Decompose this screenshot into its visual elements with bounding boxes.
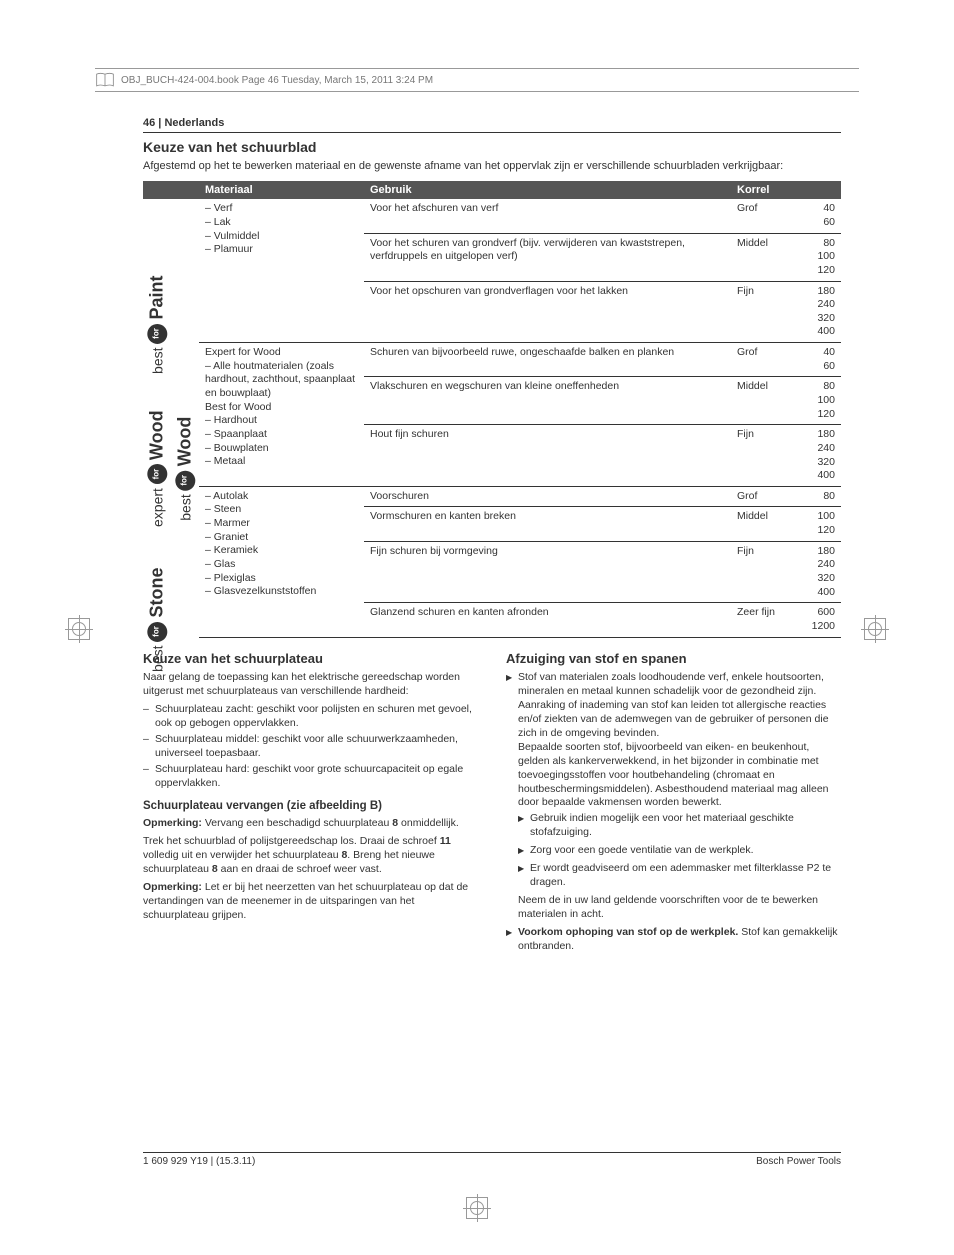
left-p3: Trek het schuurblad of polijstgereedscha… [143, 835, 478, 877]
intro-text: Afgestemd op het te bewerken materiaal e… [143, 159, 841, 173]
use-cell: Schuren van bijvoorbeeld ruwe, ongeschaa… [364, 343, 731, 377]
grit-label-cell: Grof [731, 486, 797, 507]
grit-label-cell: Zeer fijn [731, 603, 797, 637]
grit-num-cell: 180 240 320 400 [797, 281, 841, 343]
abrasive-table: Materiaal Gebruik Korrel bestforPaint– V… [143, 181, 841, 637]
right-b1: Stof van materialen zoals loodhoudende v… [518, 671, 841, 922]
grit-num-cell: 40 60 [797, 199, 841, 233]
grit-label-cell: Grof [731, 199, 797, 233]
right-b1-tail: Neem de in uw land geldende voorschrifte… [518, 894, 818, 920]
right-b2: Voorkom ophoping van stof op de werkplek… [518, 926, 841, 954]
use-cell: Voorschuren [364, 486, 731, 507]
left-p2: Opmerking: Vervang een beschadigd schuur… [143, 817, 478, 831]
vlabel-cell [171, 486, 199, 637]
th-spacer2 [171, 181, 199, 199]
right-s2: Zorg voor een goede ventilatie van de we… [530, 844, 841, 858]
grit-label-cell: Middel [731, 233, 797, 281]
left-li2: Schuurplateau middel: geschikt voor alle… [155, 733, 478, 761]
material-cell: – Verf – Lak – Vulmiddel – Plamuur [199, 199, 364, 342]
material-cell: – Autolak – Steen – Marmer – Graniet – K… [199, 486, 364, 637]
use-cell: Voor het opschuren van grondverflagen vo… [364, 281, 731, 343]
vlabel-cell: expertforWood [143, 343, 171, 487]
reg-right [864, 618, 886, 640]
page-number-header: 46 | Nederlands [143, 117, 841, 133]
grit-num-cell: 100 120 [797, 507, 841, 541]
left-h3: Keuze van het schuurplateau [143, 650, 478, 667]
vlabel-cell: bestforStone [143, 486, 171, 637]
table-row: bestforPaint– Verf – Lak – Vulmiddel – P… [143, 199, 841, 233]
left-p1: Naar gelang de toepassing kan het elektr… [143, 671, 478, 699]
page-footer: 1 609 929 Y19 | (15.3.11) Bosch Power To… [143, 1152, 841, 1167]
vlabel: bestforStone [145, 567, 168, 671]
grit-num-cell: 80 100 120 [797, 377, 841, 425]
left-h4: Schuurplateau vervangen (zie afbeelding … [143, 799, 478, 814]
table-row: bestforStone– Autolak – Steen – Marmer –… [143, 486, 841, 507]
use-cell: Vormschuren en kanten breken [364, 507, 731, 541]
use-cell: Glanzend schuren en kanten afronden [364, 603, 731, 637]
grit-num-cell: 180 240 320 400 [797, 425, 841, 487]
th-use: Gebruik [364, 181, 731, 199]
left-column: Keuze van het schuurplateau Naar gelang … [143, 650, 478, 958]
file-header-text: OBJ_BUCH-424-004.book Page 46 Tuesday, M… [121, 75, 433, 86]
use-cell: Hout fijn schuren [364, 425, 731, 487]
vlabel-cell: bestforPaint [143, 199, 171, 342]
use-cell: Voor het schuren van grondverf (bijv. ve… [364, 233, 731, 281]
use-cell: Vlakschuren en wegschuren van kleine one… [364, 377, 731, 425]
left-li3: Schuurplateau hard: geschikt voor grote … [155, 763, 478, 791]
grit-num-cell: 40 60 [797, 343, 841, 377]
th-spacer1 [143, 181, 171, 199]
footer-left: 1 609 929 Y19 | (15.3.11) [143, 1156, 255, 1167]
grit-num-cell: 80 100 120 [797, 233, 841, 281]
reg-bottom [466, 1197, 488, 1219]
right-h3: Afzuiging van stof en spanen [506, 650, 841, 667]
grit-label-cell: Middel [731, 507, 797, 541]
grit-num-cell: 80 [797, 486, 841, 507]
right-s1: Gebruik indien mogelijk een voor het mat… [530, 812, 841, 840]
footer-right: Bosch Power Tools [756, 1156, 841, 1167]
grit-label-cell: Grof [731, 343, 797, 377]
grit-num-cell: 180 240 320 400 [797, 541, 841, 603]
right-column: Afzuiging van stof en spanen Stof van ma… [506, 650, 841, 958]
use-cell: Voor het afschuren van verf [364, 199, 731, 233]
th-material: Materiaal [199, 181, 364, 199]
right-s3: Er wordt geadviseerd om een ademmasker m… [530, 862, 841, 890]
grit-num-cell: 600 1200 [797, 603, 841, 637]
grit-label-cell: Middel [731, 377, 797, 425]
vlabel-cell: bestforWood [171, 343, 199, 487]
material-cell: Expert for Wood – Alle houtmaterialen (z… [199, 343, 364, 487]
grit-label-cell: Fijn [731, 281, 797, 343]
file-header: OBJ_BUCH-424-004.book Page 46 Tuesday, M… [95, 68, 859, 92]
vlabel-cell [171, 199, 199, 342]
section-title: Keuze van het schuurblad [143, 139, 841, 155]
grit-label-cell: Fijn [731, 425, 797, 487]
grit-label-cell: Fijn [731, 541, 797, 603]
th-grit: Korrel [731, 181, 841, 199]
page-body: 46 | Nederlands Keuze van het schuurblad… [143, 117, 841, 1167]
left-p4: Opmerking: Let er bij het neerzetten van… [143, 881, 478, 923]
left-li1: Schuurplateau zacht: geschikt voor polij… [155, 703, 478, 731]
use-cell: Fijn schuren bij vormgeving [364, 541, 731, 603]
table-row: expertforWoodbestforWoodExpert for Wood … [143, 343, 841, 377]
book-icon [95, 71, 115, 89]
reg-left [68, 618, 90, 640]
